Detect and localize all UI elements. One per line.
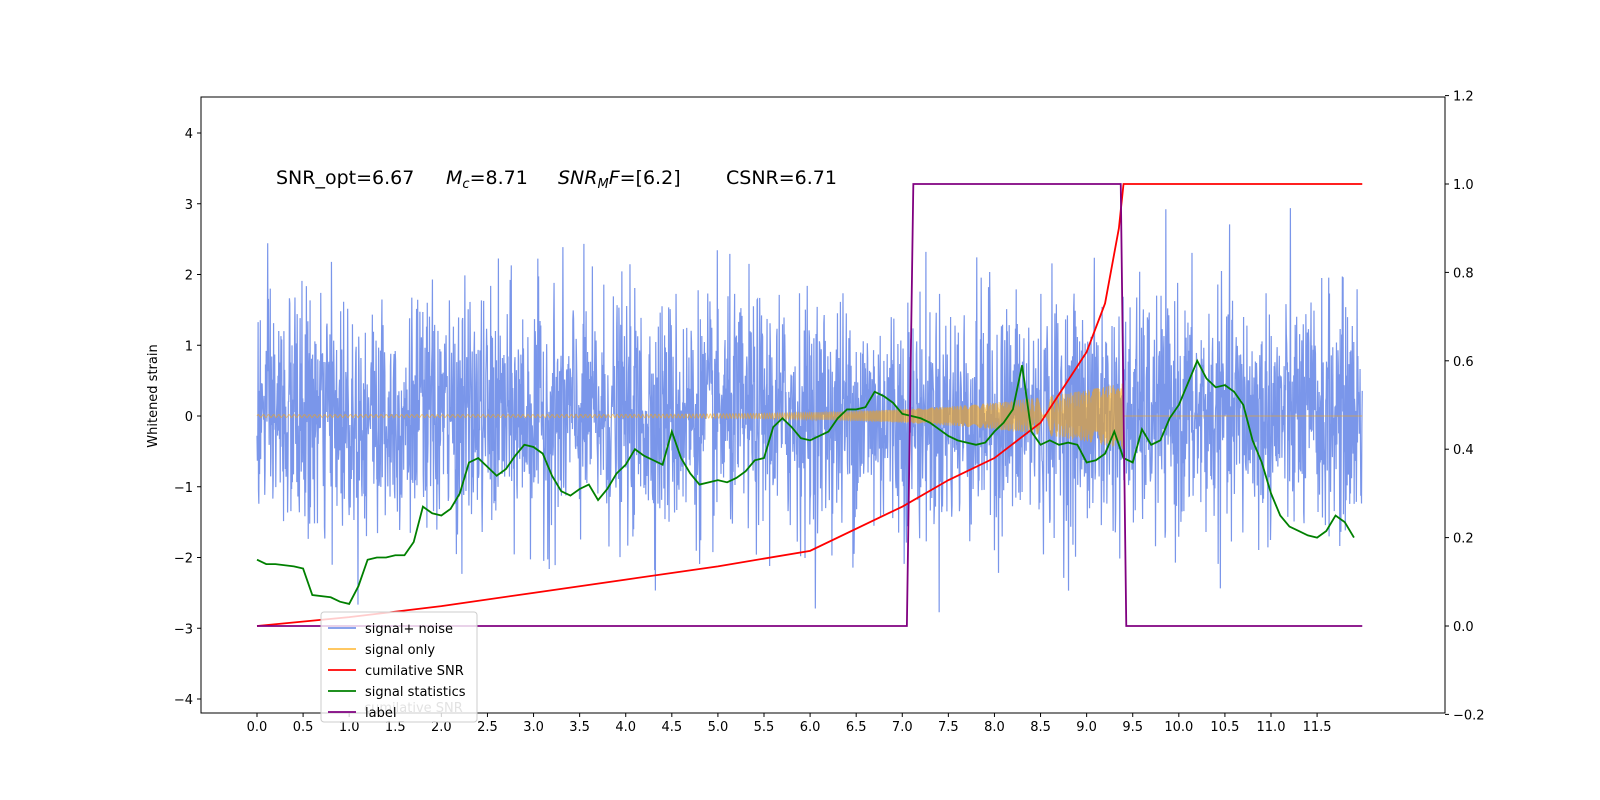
mc-value: =8.71 (470, 167, 528, 189)
series-layer (256, 183, 1363, 627)
legend-label: signal only (365, 643, 435, 658)
x-tick-label: 10.0 (1164, 720, 1193, 735)
legend-ghost-text: cumilative SNR (364, 701, 463, 716)
snrmf-symbol: SNR (558, 167, 597, 189)
x-tick-label: 10.5 (1210, 720, 1239, 735)
x-tick-label: 8.0 (984, 720, 1005, 735)
y-left-tick-label: −3 (174, 622, 193, 637)
axes-frame (200, 96, 1446, 714)
legend-label: signal statistics (365, 685, 466, 700)
y-right-tick-label: 1.0 (1453, 178, 1474, 193)
y-right-tick-label: 0.4 (1453, 443, 1474, 458)
x-tick-label: 11.0 (1257, 720, 1286, 735)
series-label (257, 183, 1363, 627)
x-tick-label: 5.5 (754, 720, 775, 735)
x-tick-label: 2.5 (477, 720, 498, 735)
y-left-tick-label: 0 (185, 410, 193, 425)
mc-subscript: c (462, 177, 469, 192)
svg-text:SNRMF=[6.2]: SNRMF=[6.2] (558, 167, 681, 192)
legend-label: signal+ noise (365, 622, 453, 637)
series-signal-only (256, 383, 1363, 450)
x-tick-label: 0.5 (293, 720, 314, 735)
x-tick-label: 11.5 (1303, 720, 1332, 735)
x-tick-label: 7.5 (938, 720, 959, 735)
legend-label: label (365, 706, 396, 721)
snr-opt-annotation: SNR_opt=6.67 (276, 167, 414, 189)
annotation-text: SNR_opt=6.67 Mc=8.71 SNRMF=[6.2] CSNR=6.… (276, 167, 837, 192)
y-right-tick-label: 0.2 (1453, 532, 1474, 547)
snrmf-subscript: M (597, 177, 608, 192)
x-tick-label: 6.0 (800, 720, 821, 735)
y-left-tick-label: 2 (185, 269, 193, 284)
y-right-tick-label: 0.0 (1453, 620, 1474, 635)
legend: cumilative SNR signal+ noise signal only c… (320, 611, 478, 723)
x-tick-label: 6.5 (846, 720, 867, 735)
x-tick-label: 3.5 (569, 720, 590, 735)
series-signal-noise (256, 208, 1363, 613)
x-tick-label: 3.0 (523, 720, 544, 735)
legend-box (320, 611, 478, 723)
ticks-layer: 0.0 0.5 1.0 1.5 2.0 2.5 3.0 3.5 4.0 4.5 5.0 5.5 6.0 6… (174, 90, 1485, 735)
y-right-tick-label: −0.2 (1453, 708, 1485, 723)
x-tick-label: 5.0 (708, 720, 729, 735)
x-tick-label: 7.0 (892, 720, 913, 735)
x-tick-label: 8.5 (1030, 720, 1051, 735)
y-left-tick-label: 4 (185, 127, 193, 142)
y-axis-label: Whitened strain (146, 344, 161, 447)
x-tick-label: 9.0 (1076, 720, 1097, 735)
x-tick-label: 1.0 (339, 720, 360, 735)
snrmf-value: =[6.2] (620, 167, 681, 189)
y-left-tick-label: −1 (174, 481, 193, 496)
series-signal-statistics (256, 358, 1355, 605)
y-left-tick-label: 3 (185, 198, 193, 213)
x-tick-label: 2.0 (431, 720, 452, 735)
x-tick-label: 1.5 (385, 720, 406, 735)
y-left-tick-label: 1 (185, 339, 193, 354)
y-right-tick-label: 0.6 (1453, 355, 1474, 370)
x-tick-label: 9.5 (1122, 720, 1143, 735)
y-right-tick-label: 0.8 (1453, 266, 1474, 281)
y-left-tick-label: −4 (174, 693, 193, 708)
svg-text:SNR_opt=6.67: SNR_opt=6.67 (276, 167, 414, 189)
x-tick-label: 0.0 (247, 720, 268, 735)
y-left-tick-label: −2 (174, 552, 193, 567)
svg-text:Mc=8.71: Mc=8.71 (446, 167, 528, 192)
x-tick-label: 4.5 (661, 720, 682, 735)
mc-symbol: M (446, 167, 462, 189)
legend-label: cumilative SNR (365, 664, 464, 679)
svg-text:CSNR=6.71: CSNR=6.71 (726, 167, 837, 189)
y-right-tick-label: 1.2 (1453, 90, 1474, 105)
csnr-annotation: CSNR=6.71 (726, 167, 837, 189)
x-tick-label: 4.0 (615, 720, 636, 735)
snrmf-f-symbol: F (609, 167, 621, 189)
series-cumulative-snr (256, 183, 1363, 627)
